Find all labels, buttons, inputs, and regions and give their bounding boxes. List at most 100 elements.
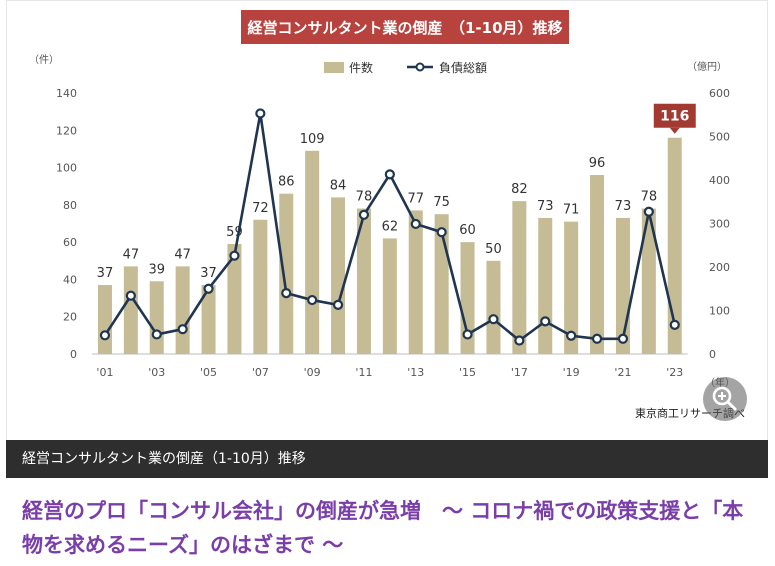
debt-point (307, 294, 318, 306)
y-tick-label: 40 (63, 273, 77, 286)
bar (538, 217, 553, 354)
bar-value-label: 75 (433, 195, 450, 210)
debt-point (462, 329, 473, 340)
zoom-button[interactable] (703, 377, 747, 421)
highlight-callout-box (653, 103, 696, 128)
bar (253, 219, 268, 354)
x-tick-label: '23 (666, 366, 683, 379)
bar-value-label: 84 (330, 178, 347, 193)
x-tick-label: '11 (355, 366, 372, 379)
bar (460, 242, 475, 354)
x-tick-label: '19 (563, 366, 580, 379)
bar-value-label: 77 (407, 191, 424, 206)
y-tick-label: 100 (56, 162, 77, 175)
debt-point (436, 227, 447, 238)
bar (356, 208, 371, 354)
legend-bar-label: 件数 (349, 60, 373, 75)
bar-value-label: 47 (123, 247, 140, 262)
debt-point (384, 169, 395, 180)
bar (201, 285, 216, 354)
x-tick-label: '21 (614, 366, 631, 379)
debt-point (99, 330, 111, 341)
image-caption: 経営コンサルタント業の倒産（1-10月）推移 (6, 440, 768, 478)
x-tick-label: '09 (304, 366, 321, 379)
debt-point (281, 288, 292, 299)
bar-value-label: 71 (563, 203, 580, 218)
bar-value-label: 73 (615, 199, 632, 214)
bar (149, 281, 164, 354)
debt-point (566, 330, 577, 341)
y-tick-label: 120 (56, 124, 77, 137)
bar-value-label: 50 (485, 242, 502, 257)
chart-title: 経営コンサルタント業の倒産 （1-10月）推移 (247, 19, 562, 37)
x-tick-label: '07 (252, 366, 269, 379)
bar-value-label: 82 (511, 182, 528, 197)
bar (408, 210, 423, 354)
bar-value-label: 73 (537, 199, 554, 214)
bar (97, 285, 112, 354)
debt-point (177, 324, 188, 335)
bar (512, 201, 527, 354)
bar-value-label: 39 (148, 262, 165, 277)
highlight-callout-pointer (669, 127, 680, 134)
y-tick-label: 20 (63, 311, 77, 324)
x-tick-label: '17 (511, 366, 528, 379)
debt-point (643, 206, 654, 217)
x-tick-label: '01 (96, 366, 113, 379)
bar-value-label: 109 (300, 132, 325, 147)
bar-value-label: 72 (252, 201, 269, 216)
bar-value-label: 62 (382, 219, 399, 234)
bar (564, 221, 579, 354)
y-tick-label: 60 (63, 236, 77, 249)
bar (227, 244, 242, 354)
debt-point (151, 329, 162, 340)
debt-point (332, 299, 344, 310)
y2-tick-label: 400 (709, 174, 730, 187)
bar (667, 137, 682, 354)
debt-point (514, 335, 525, 346)
y2-axis-unit-label: （億円） (687, 60, 727, 73)
bar (305, 150, 320, 354)
legend-line-label: 負債総額 (439, 60, 487, 75)
article-headline[interactable]: 経営のプロ「コンサル会社」の倒産が急増 ～ コロナ禍での政策支援と「本物を求める… (22, 499, 744, 557)
y2-tick-label: 500 (709, 131, 730, 144)
debt-point (488, 314, 499, 325)
debt-point (358, 209, 370, 220)
y-tick-label: 0 (70, 348, 77, 361)
bar-value-label: 60 (459, 223, 476, 238)
bankruptcy-chart: 経営コンサルタント業の倒産 （1-10月）推移 件数 負債総額 （件） （億円）… (29, 10, 745, 420)
y2-tick-label: 200 (709, 261, 730, 274)
y-axis-unit-label: （件） (29, 54, 59, 66)
y2-tick-label: 600 (709, 87, 730, 100)
bar-value-label: 37 (200, 266, 217, 281)
bar (590, 175, 605, 354)
bar-value-label: 37 (97, 266, 114, 281)
bar (486, 260, 501, 354)
y2-tick-label: 300 (709, 218, 730, 231)
bar (123, 266, 138, 354)
legend-bar-swatch (324, 62, 344, 73)
legend-line-marker (415, 62, 425, 72)
debt-point (203, 283, 214, 294)
debt-point (410, 218, 421, 230)
bar-value-label: 86 (278, 175, 295, 190)
bar-value-label: 78 (356, 190, 373, 205)
x-tick-label: '05 (200, 366, 217, 379)
bar (382, 238, 397, 354)
debt-point (255, 108, 266, 119)
bar-value-label: 47 (174, 247, 191, 262)
y-tick-label: 140 (56, 87, 77, 100)
y2-tick-label: 0 (709, 348, 716, 361)
bar-value-label: 96 (589, 156, 606, 171)
bar (641, 208, 656, 354)
debt-point (617, 333, 629, 344)
x-tick-label: '03 (148, 366, 165, 379)
chart-title-background (241, 10, 569, 44)
bar (175, 266, 190, 354)
bar (279, 193, 294, 354)
debt-point (540, 316, 551, 327)
debt-point (229, 250, 240, 261)
debt-point (669, 319, 680, 330)
y2-tick-label: 100 (709, 305, 730, 318)
